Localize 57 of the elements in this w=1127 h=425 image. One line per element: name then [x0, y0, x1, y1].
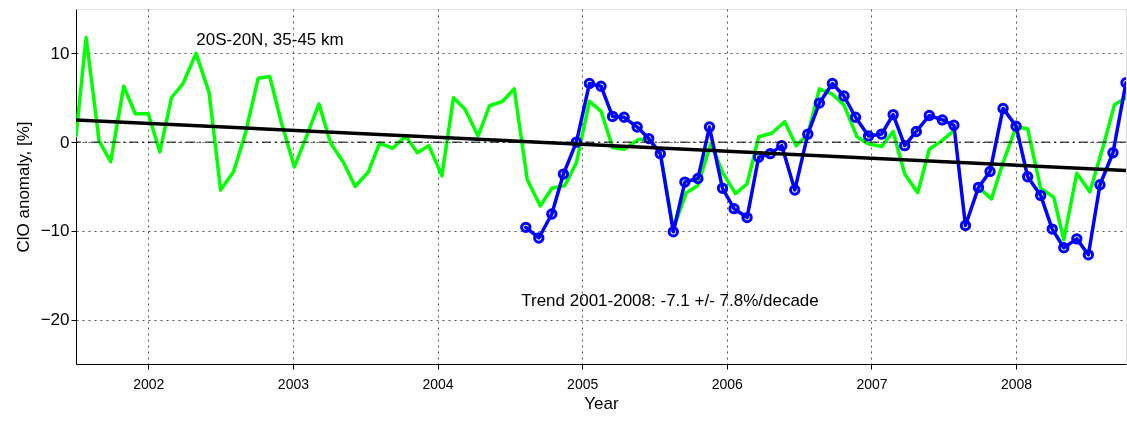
x-tick-label: 2007	[856, 375, 888, 392]
x-tick-label: 2006	[711, 375, 744, 392]
x-tick-label: 2008	[1001, 375, 1033, 392]
annotation: Trend 2001-2008: -7.1 +/- 7.8%/decade	[521, 291, 819, 310]
point	[849, 111, 862, 123]
point	[838, 90, 850, 102]
point	[728, 203, 740, 215]
point	[1034, 189, 1047, 202]
point	[546, 208, 558, 220]
annotation: 20S-20N, 35-45 km	[196, 30, 344, 49]
point	[826, 77, 839, 90]
point	[923, 109, 935, 122]
x-axis-title: Year	[584, 393, 620, 413]
x-tick-label: 2002	[133, 375, 165, 392]
y-axis-title: ClO anomaly, [%]	[13, 121, 33, 253]
point	[910, 125, 922, 138]
point	[813, 97, 826, 109]
x-tick-label: 2004	[422, 375, 454, 392]
point	[802, 128, 814, 140]
point	[618, 111, 630, 123]
point	[997, 102, 1009, 115]
point	[595, 80, 607, 92]
point	[533, 232, 545, 244]
point	[703, 121, 716, 133]
point	[789, 184, 801, 196]
x-tick-label: 2003	[277, 375, 310, 392]
y-tick-label: −20	[40, 310, 70, 330]
point	[899, 140, 911, 152]
point	[1107, 147, 1119, 159]
x-tick-label: 2005	[567, 375, 599, 392]
point	[631, 121, 643, 133]
point	[583, 77, 596, 90]
point	[1058, 242, 1070, 254]
point	[606, 110, 619, 123]
point	[1010, 120, 1022, 132]
point	[741, 211, 753, 224]
point	[875, 128, 888, 140]
y-tick-label: −10	[40, 221, 70, 241]
point	[972, 181, 985, 194]
point	[948, 119, 960, 131]
point	[1046, 223, 1058, 235]
point	[716, 182, 729, 194]
point	[1071, 233, 1083, 245]
point	[936, 114, 949, 126]
point	[692, 172, 704, 185]
point	[887, 108, 899, 121]
y-tick-label: 10	[50, 43, 70, 63]
point	[679, 176, 691, 188]
point	[984, 165, 996, 178]
point	[557, 168, 570, 180]
y-tick-label: 0	[60, 132, 70, 152]
point	[1021, 171, 1034, 183]
point	[1082, 249, 1095, 261]
point	[667, 226, 679, 238]
point	[862, 130, 875, 142]
point	[1094, 179, 1106, 191]
point	[959, 219, 972, 232]
